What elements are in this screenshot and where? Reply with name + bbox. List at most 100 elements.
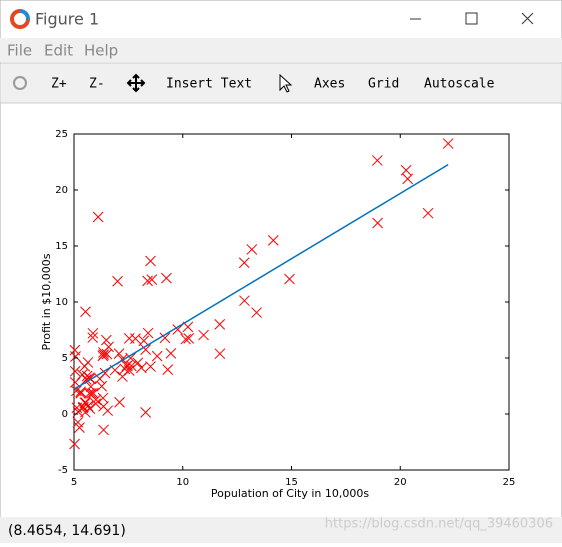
scatter-point (214, 318, 226, 330)
scatter-point (251, 307, 262, 318)
scatter-point (84, 387, 95, 399)
y-tick-label: -5 (58, 465, 68, 476)
toolbar-button[interactable]: Axes (314, 77, 345, 92)
maximize-button[interactable] (465, 12, 478, 25)
rotate-tool[interactable] (13, 76, 27, 90)
scatter-point (402, 173, 414, 185)
scatter-point (90, 398, 102, 409)
toolbar-button[interactable]: Z- (89, 77, 105, 92)
scatter-point (98, 401, 109, 412)
scatter-point (146, 274, 158, 285)
status-text: (8.4654, 14.691) (8, 523, 126, 539)
scatter-point (80, 374, 92, 385)
x-axis-label: Population of City in 10,000s (211, 487, 369, 500)
scatter-point (371, 155, 383, 166)
toolbar-button[interactable]: Insert Text (166, 77, 252, 92)
select-tool[interactable] (279, 73, 293, 93)
y-tick-label: 10 (55, 297, 68, 308)
scatter-point (82, 357, 94, 368)
scatter-point (145, 361, 156, 372)
scatter-point (100, 334, 112, 346)
toolbar-button[interactable]: Autoscale (424, 77, 495, 92)
pan-tool[interactable] (126, 73, 146, 93)
scatter-point (284, 273, 295, 285)
close-button[interactable] (521, 12, 534, 25)
scatter-point (138, 335, 150, 347)
scatter-point (422, 207, 434, 219)
scatter-point (267, 234, 279, 246)
scatter-point (72, 416, 84, 428)
scatter-point (69, 365, 81, 377)
scatter-point (79, 397, 91, 408)
scatter-point (135, 362, 147, 374)
menu-item[interactable]: Edit (44, 42, 73, 60)
scatter-point (151, 350, 163, 362)
scatter-point (161, 272, 172, 284)
scatter-point (97, 392, 109, 404)
scatter-point (87, 332, 99, 343)
scatter-point (98, 424, 109, 436)
scatter-point (125, 360, 137, 372)
scatter-point (96, 380, 108, 392)
scatter-point (165, 348, 177, 359)
scatter-point (69, 344, 81, 356)
scatter-point (132, 357, 144, 369)
scatter-point (238, 257, 250, 269)
y-tick-label: 15 (55, 241, 68, 252)
scatter-point (372, 217, 383, 229)
scatter-point (162, 364, 174, 375)
x-tick-label: 25 (503, 477, 516, 488)
menu-item[interactable]: File (7, 42, 32, 60)
scatter-point (113, 348, 125, 359)
y-tick-label: 25 (55, 129, 68, 140)
scatter-point (145, 255, 156, 267)
scatter-point (70, 385, 82, 397)
scatter-point (214, 348, 226, 360)
app-icon (10, 9, 30, 29)
x-tick-label: 10 (176, 477, 189, 488)
scatter-point (78, 401, 89, 413)
menu-bar (0, 38, 562, 62)
scatter-point (140, 344, 152, 356)
scatter-point (159, 332, 171, 344)
watermark: https://blog.csdn.net/qq_39460306 (325, 517, 553, 532)
scatter-point (86, 387, 97, 399)
scatter-point (80, 306, 91, 318)
fit-line (74, 163, 449, 390)
x-tick-label: 15 (285, 477, 298, 488)
scatter-point (172, 324, 184, 335)
scatter-point (239, 295, 250, 307)
toolbar-button[interactable]: Grid (368, 77, 399, 92)
x-tick-label: 20 (394, 477, 407, 488)
scatter-point (180, 333, 192, 345)
menu-item[interactable]: Help (84, 42, 118, 60)
scatter-point (98, 347, 109, 358)
scatter-point (442, 138, 454, 149)
plot-area (69, 138, 454, 450)
scatter-point (75, 386, 86, 398)
scatter-point (183, 333, 195, 344)
scatter-point (400, 164, 412, 176)
toolbar-button[interactable]: Z+ (51, 77, 67, 92)
scatter-point (246, 244, 258, 255)
scatter-point (112, 275, 123, 287)
scatter-point (87, 327, 99, 339)
scatter-point (84, 403, 96, 414)
scatter-point (198, 329, 209, 341)
status-bar (0, 517, 562, 543)
window-title: Figure 1 (35, 10, 99, 29)
scatter-point (92, 211, 104, 223)
scatter-point (97, 350, 109, 362)
x-tick-label: 5 (71, 477, 77, 488)
y-tick-label: 0 (62, 409, 68, 420)
y-tick-label: 20 (55, 185, 68, 196)
scatter-point (88, 387, 99, 399)
scatter-point (142, 327, 154, 339)
y-tick-label: 5 (62, 353, 68, 364)
scatter-point (69, 438, 80, 450)
scatter-point (142, 275, 153, 287)
y-axis-label: Profit in $10,000s (40, 253, 53, 350)
scatter-point (140, 407, 151, 418)
scatter-point (117, 371, 128, 382)
